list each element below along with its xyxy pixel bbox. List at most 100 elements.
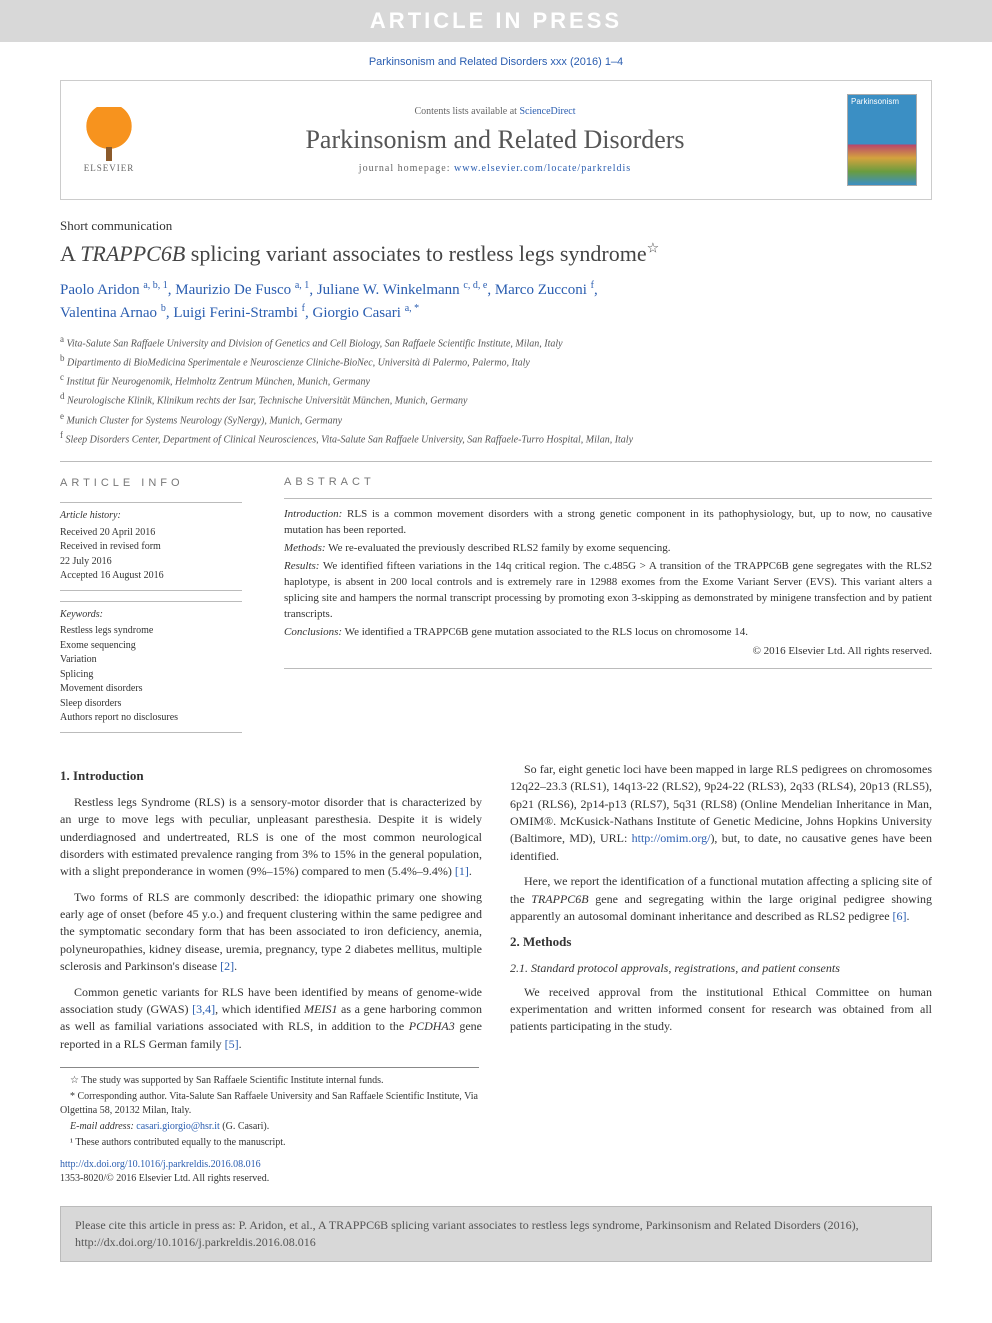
title-star-icon: ☆ bbox=[647, 242, 660, 257]
title-pre: A bbox=[60, 241, 80, 266]
keyword-7: Authors report no disclosures bbox=[60, 711, 242, 726]
journal-banner: ELSEVIER Contents lists available at Sci… bbox=[60, 80, 932, 200]
keyword-3: Variation bbox=[60, 653, 242, 668]
author-1: Paolo Aridon bbox=[60, 282, 140, 298]
keyword-5: Movement disorders bbox=[60, 682, 242, 697]
ref-5[interactable]: [5] bbox=[225, 1037, 239, 1051]
affil-e-text: Munich Cluster for Systems Neurology (Sy… bbox=[67, 415, 343, 426]
author-7-sup: a, * bbox=[405, 303, 419, 314]
author-5-sup: b bbox=[161, 303, 166, 314]
cite-footer: Please cite this article in press as: P.… bbox=[60, 1206, 932, 1262]
author-3: Juliane W. Winkelmann bbox=[317, 282, 460, 298]
journal-title: Parkinsonism and Related Disorders bbox=[143, 125, 847, 155]
abs-copyright: © 2016 Elsevier Ltd. All rights reserved… bbox=[284, 644, 932, 660]
article-info: ARTICLE INFO Article history: Received 2… bbox=[60, 476, 260, 742]
banner-center: Contents lists available at ScienceDirec… bbox=[143, 106, 847, 174]
p5-gene-trappc6b: TRAPPC6B bbox=[531, 892, 588, 906]
abstract-label: ABSTRACT bbox=[284, 476, 932, 488]
footnote-corresponding: * Corresponding author. Vita-Salute San … bbox=[60, 1090, 479, 1118]
p5c: . bbox=[907, 909, 910, 923]
top-citation: Parkinsonism and Related Disorders xxx (… bbox=[0, 42, 992, 76]
title-post: splicing variant associates to restless … bbox=[185, 241, 646, 266]
author-6: Luigi Ferini-Strambi bbox=[173, 305, 298, 321]
article-info-label: ARTICLE INFO bbox=[60, 476, 242, 492]
intro-para-4: So far, eight genetic loci have been map… bbox=[510, 761, 932, 865]
affil-b: b Dipartimento di BioMedicina Sperimenta… bbox=[60, 352, 932, 370]
affil-a-text: Vita-Salute San Raffaele University and … bbox=[67, 338, 563, 349]
author-6-sup: f bbox=[302, 303, 305, 314]
keyword-6: Sleep disorders bbox=[60, 697, 242, 712]
journal-cover-thumb: Parkinsonism bbox=[847, 94, 917, 186]
footnote-email: E-mail address: casari.giorgio@hsr.it (G… bbox=[60, 1120, 479, 1134]
affil-e: e Munich Cluster for Systems Neurology (… bbox=[60, 410, 932, 428]
author-7: Giorgio Casari bbox=[312, 305, 400, 321]
author-2: Maurizio De Fusco bbox=[175, 282, 291, 298]
history-block: Article history: Received 20 April 2016 … bbox=[60, 502, 242, 591]
sciencedirect-link[interactable]: ScienceDirect bbox=[519, 106, 575, 117]
omim-url-link[interactable]: http://omim.org/ bbox=[632, 831, 711, 845]
email-label: E-mail address: bbox=[70, 1121, 136, 1132]
main-content: Short communication A TRAPPC6B splicing … bbox=[0, 200, 992, 1186]
author-list: Paolo Aridon a, b, 1, Maurizio De Fusco … bbox=[60, 278, 932, 325]
elsevier-label: ELSEVIER bbox=[75, 163, 143, 173]
ref-1[interactable]: [1] bbox=[455, 864, 469, 878]
abs-results: We identified fifteen variations in the … bbox=[284, 560, 932, 620]
abs-conclusions-label: Conclusions: bbox=[284, 626, 342, 638]
footnote-equal-contrib: ¹ These authors contributed equally to t… bbox=[60, 1136, 479, 1150]
article-title: A TRAPPC6B splicing variant associates t… bbox=[60, 240, 932, 268]
elsevier-tree-icon bbox=[85, 107, 133, 155]
author-5: Valentina Arnao bbox=[60, 305, 157, 321]
p1-text: Restless legs Syndrome (RLS) is a sensor… bbox=[60, 795, 482, 879]
affiliations: a Vita-Salute San Raffaele University an… bbox=[60, 333, 932, 448]
author-3-sup: c, d, e bbox=[463, 280, 487, 291]
abs-intro-label: Introduction: bbox=[284, 508, 342, 520]
keyword-1: Restless legs syndrome bbox=[60, 624, 242, 639]
intro-para-5: Here, we report the identification of a … bbox=[510, 873, 932, 925]
author-2-sup: a, 1 bbox=[295, 280, 309, 291]
history-revised-date: 22 July 2016 bbox=[60, 555, 242, 570]
p3b: , which identified bbox=[215, 1002, 304, 1016]
affil-c-text: Institut für Neurogenomik, Helmholtz Zen… bbox=[67, 376, 370, 387]
body-columns: 1. Introduction Restless legs Syndrome (… bbox=[60, 761, 932, 1053]
issn-line: 1353-8020/© 2016 Elsevier Ltd. All right… bbox=[60, 1173, 269, 1184]
article-in-press-banner: ARTICLE IN PRESS bbox=[0, 0, 992, 42]
abs-results-label: Results: bbox=[284, 560, 319, 572]
doi-link[interactable]: http://dx.doi.org/10.1016/j.parkreldis.2… bbox=[60, 1159, 261, 1170]
abstract-column: ABSTRACT Introduction: RLS is a common m… bbox=[260, 476, 932, 742]
affil-d: d Neurologische Klinik, Klinikum rechts … bbox=[60, 390, 932, 408]
journal-homepage-line: journal homepage: www.elsevier.com/locat… bbox=[143, 163, 847, 174]
p3-gene-meis1: MEIS1 bbox=[304, 1002, 337, 1016]
author-1-sup: a, b, 1 bbox=[143, 280, 167, 291]
methods-para-1: We received approval from the institutio… bbox=[510, 984, 932, 1036]
email-link[interactable]: casari.giorgio@hsr.it bbox=[136, 1121, 219, 1132]
author-4: Marco Zucconi bbox=[495, 282, 587, 298]
heading-methods-2-1: 2.1. Standard protocol approvals, regist… bbox=[510, 960, 932, 977]
abs-methods-label: Methods: bbox=[284, 542, 326, 554]
email-name: (G. Casari). bbox=[220, 1121, 269, 1132]
keywords-label: Keywords: bbox=[60, 608, 242, 623]
ref-34[interactable]: [3,4] bbox=[192, 1002, 215, 1016]
info-abstract-row: ARTICLE INFO Article history: Received 2… bbox=[60, 461, 932, 742]
contents-lists-line: Contents lists available at ScienceDirec… bbox=[143, 106, 847, 117]
heading-introduction: 1. Introduction bbox=[60, 767, 482, 786]
history-label: Article history: bbox=[60, 509, 242, 524]
journal-homepage-link[interactable]: www.elsevier.com/locate/parkreldis bbox=[454, 163, 631, 174]
ref-6[interactable]: [6] bbox=[893, 909, 907, 923]
author-4-sup: f bbox=[591, 280, 594, 291]
affil-b-text: Dipartimento di BioMedicina Sperimentale… bbox=[67, 357, 530, 368]
history-revised-label: Received in revised form bbox=[60, 540, 242, 555]
homepage-label: journal homepage: bbox=[359, 163, 454, 174]
p3g: . bbox=[239, 1037, 242, 1051]
affil-c: c Institut für Neurogenomik, Helmholtz Z… bbox=[60, 371, 932, 389]
p1-end: . bbox=[469, 864, 472, 878]
keyword-2: Exome sequencing bbox=[60, 639, 242, 654]
p2-text: Two forms of RLS are commonly described:… bbox=[60, 890, 482, 974]
affil-f: f Sleep Disorders Center, Department of … bbox=[60, 429, 932, 447]
intro-para-2: Two forms of RLS are commonly described:… bbox=[60, 889, 482, 976]
history-accepted: Accepted 16 August 2016 bbox=[60, 569, 242, 584]
keyword-4: Splicing bbox=[60, 668, 242, 683]
ref-2[interactable]: [2] bbox=[220, 959, 234, 973]
title-gene: TRAPPC6B bbox=[80, 241, 185, 266]
article-type: Short communication bbox=[60, 218, 932, 234]
p2-end: . bbox=[234, 959, 237, 973]
